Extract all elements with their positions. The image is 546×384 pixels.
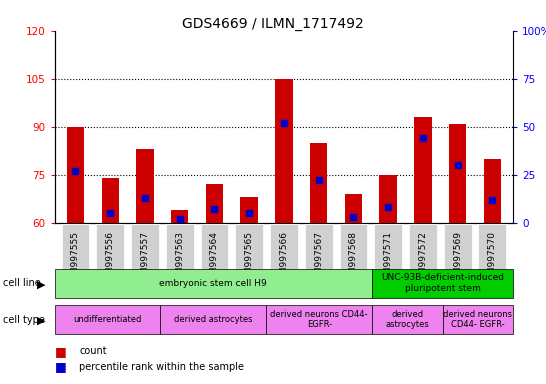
Bar xyxy=(379,175,397,223)
Bar xyxy=(171,210,188,223)
Text: GSM997566: GSM997566 xyxy=(280,231,288,286)
FancyBboxPatch shape xyxy=(340,224,367,292)
Bar xyxy=(275,79,293,223)
FancyBboxPatch shape xyxy=(62,224,90,292)
FancyBboxPatch shape xyxy=(409,224,437,292)
Bar xyxy=(484,159,501,223)
Text: cell line: cell line xyxy=(3,278,40,288)
Bar xyxy=(206,184,223,223)
Text: GSM997571: GSM997571 xyxy=(384,231,393,286)
Text: UNC-93B-deficient-induced
pluripotent stem: UNC-93B-deficient-induced pluripotent st… xyxy=(381,273,504,293)
FancyBboxPatch shape xyxy=(200,224,228,292)
Bar xyxy=(136,149,153,223)
Text: GSM997569: GSM997569 xyxy=(453,231,462,286)
Text: GSM997572: GSM997572 xyxy=(418,231,428,286)
FancyBboxPatch shape xyxy=(374,224,402,292)
Text: ▶: ▶ xyxy=(37,280,46,290)
Text: derived neurons
CD44- EGFR-: derived neurons CD44- EGFR- xyxy=(443,310,513,329)
Text: GDS4669 / ILMN_1717492: GDS4669 / ILMN_1717492 xyxy=(182,17,364,31)
Text: ▶: ▶ xyxy=(37,316,46,326)
FancyBboxPatch shape xyxy=(235,224,263,292)
Bar xyxy=(67,127,84,223)
Text: percentile rank within the sample: percentile rank within the sample xyxy=(79,362,244,372)
Text: undifferentiated: undifferentiated xyxy=(73,315,142,324)
Text: GSM997563: GSM997563 xyxy=(175,231,184,286)
Text: GSM997568: GSM997568 xyxy=(349,231,358,286)
FancyBboxPatch shape xyxy=(478,224,506,292)
Text: GSM997564: GSM997564 xyxy=(210,231,219,286)
Text: GSM997565: GSM997565 xyxy=(245,231,254,286)
Text: ■: ■ xyxy=(55,360,67,373)
Bar xyxy=(102,178,119,223)
FancyBboxPatch shape xyxy=(131,224,159,292)
Bar xyxy=(414,117,431,223)
Text: derived
astrocytes: derived astrocytes xyxy=(385,310,429,329)
Bar xyxy=(449,124,466,223)
Bar xyxy=(240,197,258,223)
FancyBboxPatch shape xyxy=(305,224,333,292)
Text: derived astrocytes: derived astrocytes xyxy=(174,315,253,324)
Text: count: count xyxy=(79,346,107,356)
Text: embryonic stem cell H9: embryonic stem cell H9 xyxy=(159,279,267,288)
FancyBboxPatch shape xyxy=(444,224,472,292)
Text: GSM997570: GSM997570 xyxy=(488,231,497,286)
Bar xyxy=(345,194,362,223)
Text: GSM997556: GSM997556 xyxy=(106,231,115,286)
Text: cell type: cell type xyxy=(3,314,45,325)
Text: GSM997557: GSM997557 xyxy=(140,231,150,286)
Bar xyxy=(310,143,328,223)
Text: derived neurons CD44-
EGFR-: derived neurons CD44- EGFR- xyxy=(270,310,368,329)
FancyBboxPatch shape xyxy=(270,224,298,292)
Text: ■: ■ xyxy=(55,345,67,358)
FancyBboxPatch shape xyxy=(166,224,194,292)
Text: GSM997567: GSM997567 xyxy=(314,231,323,286)
FancyBboxPatch shape xyxy=(96,224,124,292)
Text: GSM997555: GSM997555 xyxy=(71,231,80,286)
